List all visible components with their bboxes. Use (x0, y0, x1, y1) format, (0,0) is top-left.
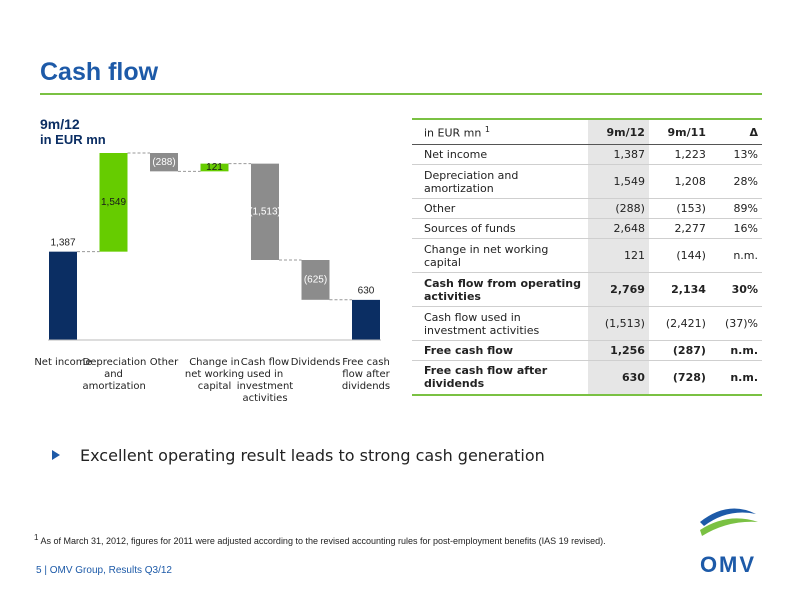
table-cell: 30% (709, 272, 762, 307)
table-cell: Depreciation and amortization (412, 164, 588, 199)
table-cell: Other (412, 198, 588, 219)
footnote-marker: 1 (34, 533, 39, 542)
category-label: Dividends (290, 357, 341, 368)
bar (301, 260, 330, 300)
table-cell: (728) (648, 360, 710, 396)
bar (352, 299, 380, 340)
value-label: 1,549 (101, 197, 126, 208)
table-row: Free cash flow 1,256 (287) n.m. (412, 340, 762, 361)
category-label: Depreciation and amortization (82, 357, 147, 392)
cash-flow-table: in EUR mn 1 9m/12 9m/11 Δ Net income 1,387 1,2… (412, 118, 762, 396)
table-cell: 1,387 (588, 144, 649, 165)
table-cell: 28% (709, 164, 762, 199)
header-text: Δ (749, 125, 758, 139)
bar (99, 153, 128, 252)
table-row: Free cash flow after dividends 630 (728) n.… (412, 360, 762, 396)
table-cell: 121 (588, 238, 649, 273)
header-cell: 9m/11 (648, 118, 710, 145)
table-cell: 2,769 (588, 272, 649, 307)
table-header: in EUR mn 1 9m/12 9m/11 Δ (412, 118, 762, 145)
table-cell: 1,549 (588, 164, 649, 199)
bar (251, 163, 279, 261)
header-text: 9m/12 (606, 125, 645, 139)
table-cell: 16% (709, 218, 762, 239)
title-rule (40, 93, 762, 95)
category-label: Other (149, 357, 179, 368)
slide-title: Cash flow (40, 58, 159, 86)
footer: 5 | OMV Group, Results Q3/12 (36, 565, 172, 576)
value-label: (625) (304, 275, 327, 286)
table-cell: (288) (588, 198, 649, 219)
table-cell: (37)% (709, 306, 762, 341)
header-cell: 9m/12 (588, 118, 649, 145)
chart-subtitle: in EUR mn (40, 132, 106, 147)
table-cell: 2,277 (648, 218, 710, 239)
table-cell: Cash flow used in investment activities (412, 306, 588, 341)
table-cell: 630 (588, 360, 649, 396)
table-cell: Change in net working capital (412, 238, 588, 273)
value-label: (288) (152, 157, 175, 168)
table-cell: 13% (709, 144, 762, 165)
category-label: Free cash flow after dividends (341, 357, 391, 392)
value-label: 1,387 (50, 237, 75, 248)
bar (150, 153, 178, 172)
bullet-icon (52, 450, 60, 460)
chart-title: 9m/12 (40, 116, 80, 132)
footnote-text: As of March 31, 2012, figures for 2011 w… (40, 536, 606, 546)
table-cell: n.m. (709, 360, 762, 396)
table-row: Cash flow from operating activities 2,769… (412, 272, 762, 307)
table-cell: n.m. (709, 238, 762, 273)
table-cell: (287) (648, 340, 710, 361)
table-cell: 1,208 (648, 164, 710, 199)
table-cell: Net income (412, 144, 588, 165)
table-cell: 89% (709, 198, 762, 219)
bar (49, 251, 77, 340)
table-row: Sources of funds 2,648 2,277 16% (412, 218, 762, 239)
category-label: Cash flow used in investment activities (236, 357, 294, 404)
bar (200, 163, 229, 172)
header-note: 1 (484, 124, 490, 134)
value-label: (1,513) (249, 206, 281, 217)
table-cell: Free cash flow (412, 340, 588, 361)
table-cell: (1,513) (588, 306, 649, 341)
logo-text: OMV (700, 552, 756, 577)
table-row: Change in net working capital 121 (144) n.m… (412, 238, 762, 273)
table-cell: (144) (648, 238, 710, 273)
value-label: 121 (206, 162, 223, 173)
table-cell: 2,648 (588, 218, 649, 239)
logo: OMV (700, 508, 758, 577)
logo-swoosh (700, 508, 756, 526)
footnote: 1 As of March 31, 2012, figures for 2011… (34, 532, 634, 547)
table-row: Other (288) (153) 89% (412, 198, 762, 219)
logo-swoosh (700, 518, 758, 536)
bullet-text: Excellent operating result leads to stro… (80, 446, 545, 465)
table-cell: Sources of funds (412, 218, 588, 239)
header-text: in EUR mn (424, 126, 482, 140)
table-row: Net income 1,387 1,223 13% (412, 144, 762, 165)
value-label: 630 (358, 286, 375, 297)
table-cell: Cash flow from operating activities (412, 272, 588, 307)
category-label: Net income (34, 357, 92, 368)
category-label: Change in net working capital (184, 357, 245, 392)
table-cell: Free cash flow after dividends (412, 360, 588, 396)
header-cell: Δ (709, 118, 762, 145)
table-cell: (153) (648, 198, 710, 219)
table-cell: 1,256 (588, 340, 649, 361)
header-text: 9m/11 (667, 125, 706, 139)
header-cell: in EUR mn 1 (412, 118, 588, 145)
table-cell: 1,223 (648, 144, 710, 165)
table-cell: (2,421) (648, 306, 710, 341)
table-row: Depreciation and amortization 1,549 1,208 2… (412, 164, 762, 199)
table-row: Cash flow used in investment activities(… (412, 306, 762, 341)
table-cell: 2,134 (648, 272, 710, 307)
table-cell: n.m. (709, 340, 762, 361)
